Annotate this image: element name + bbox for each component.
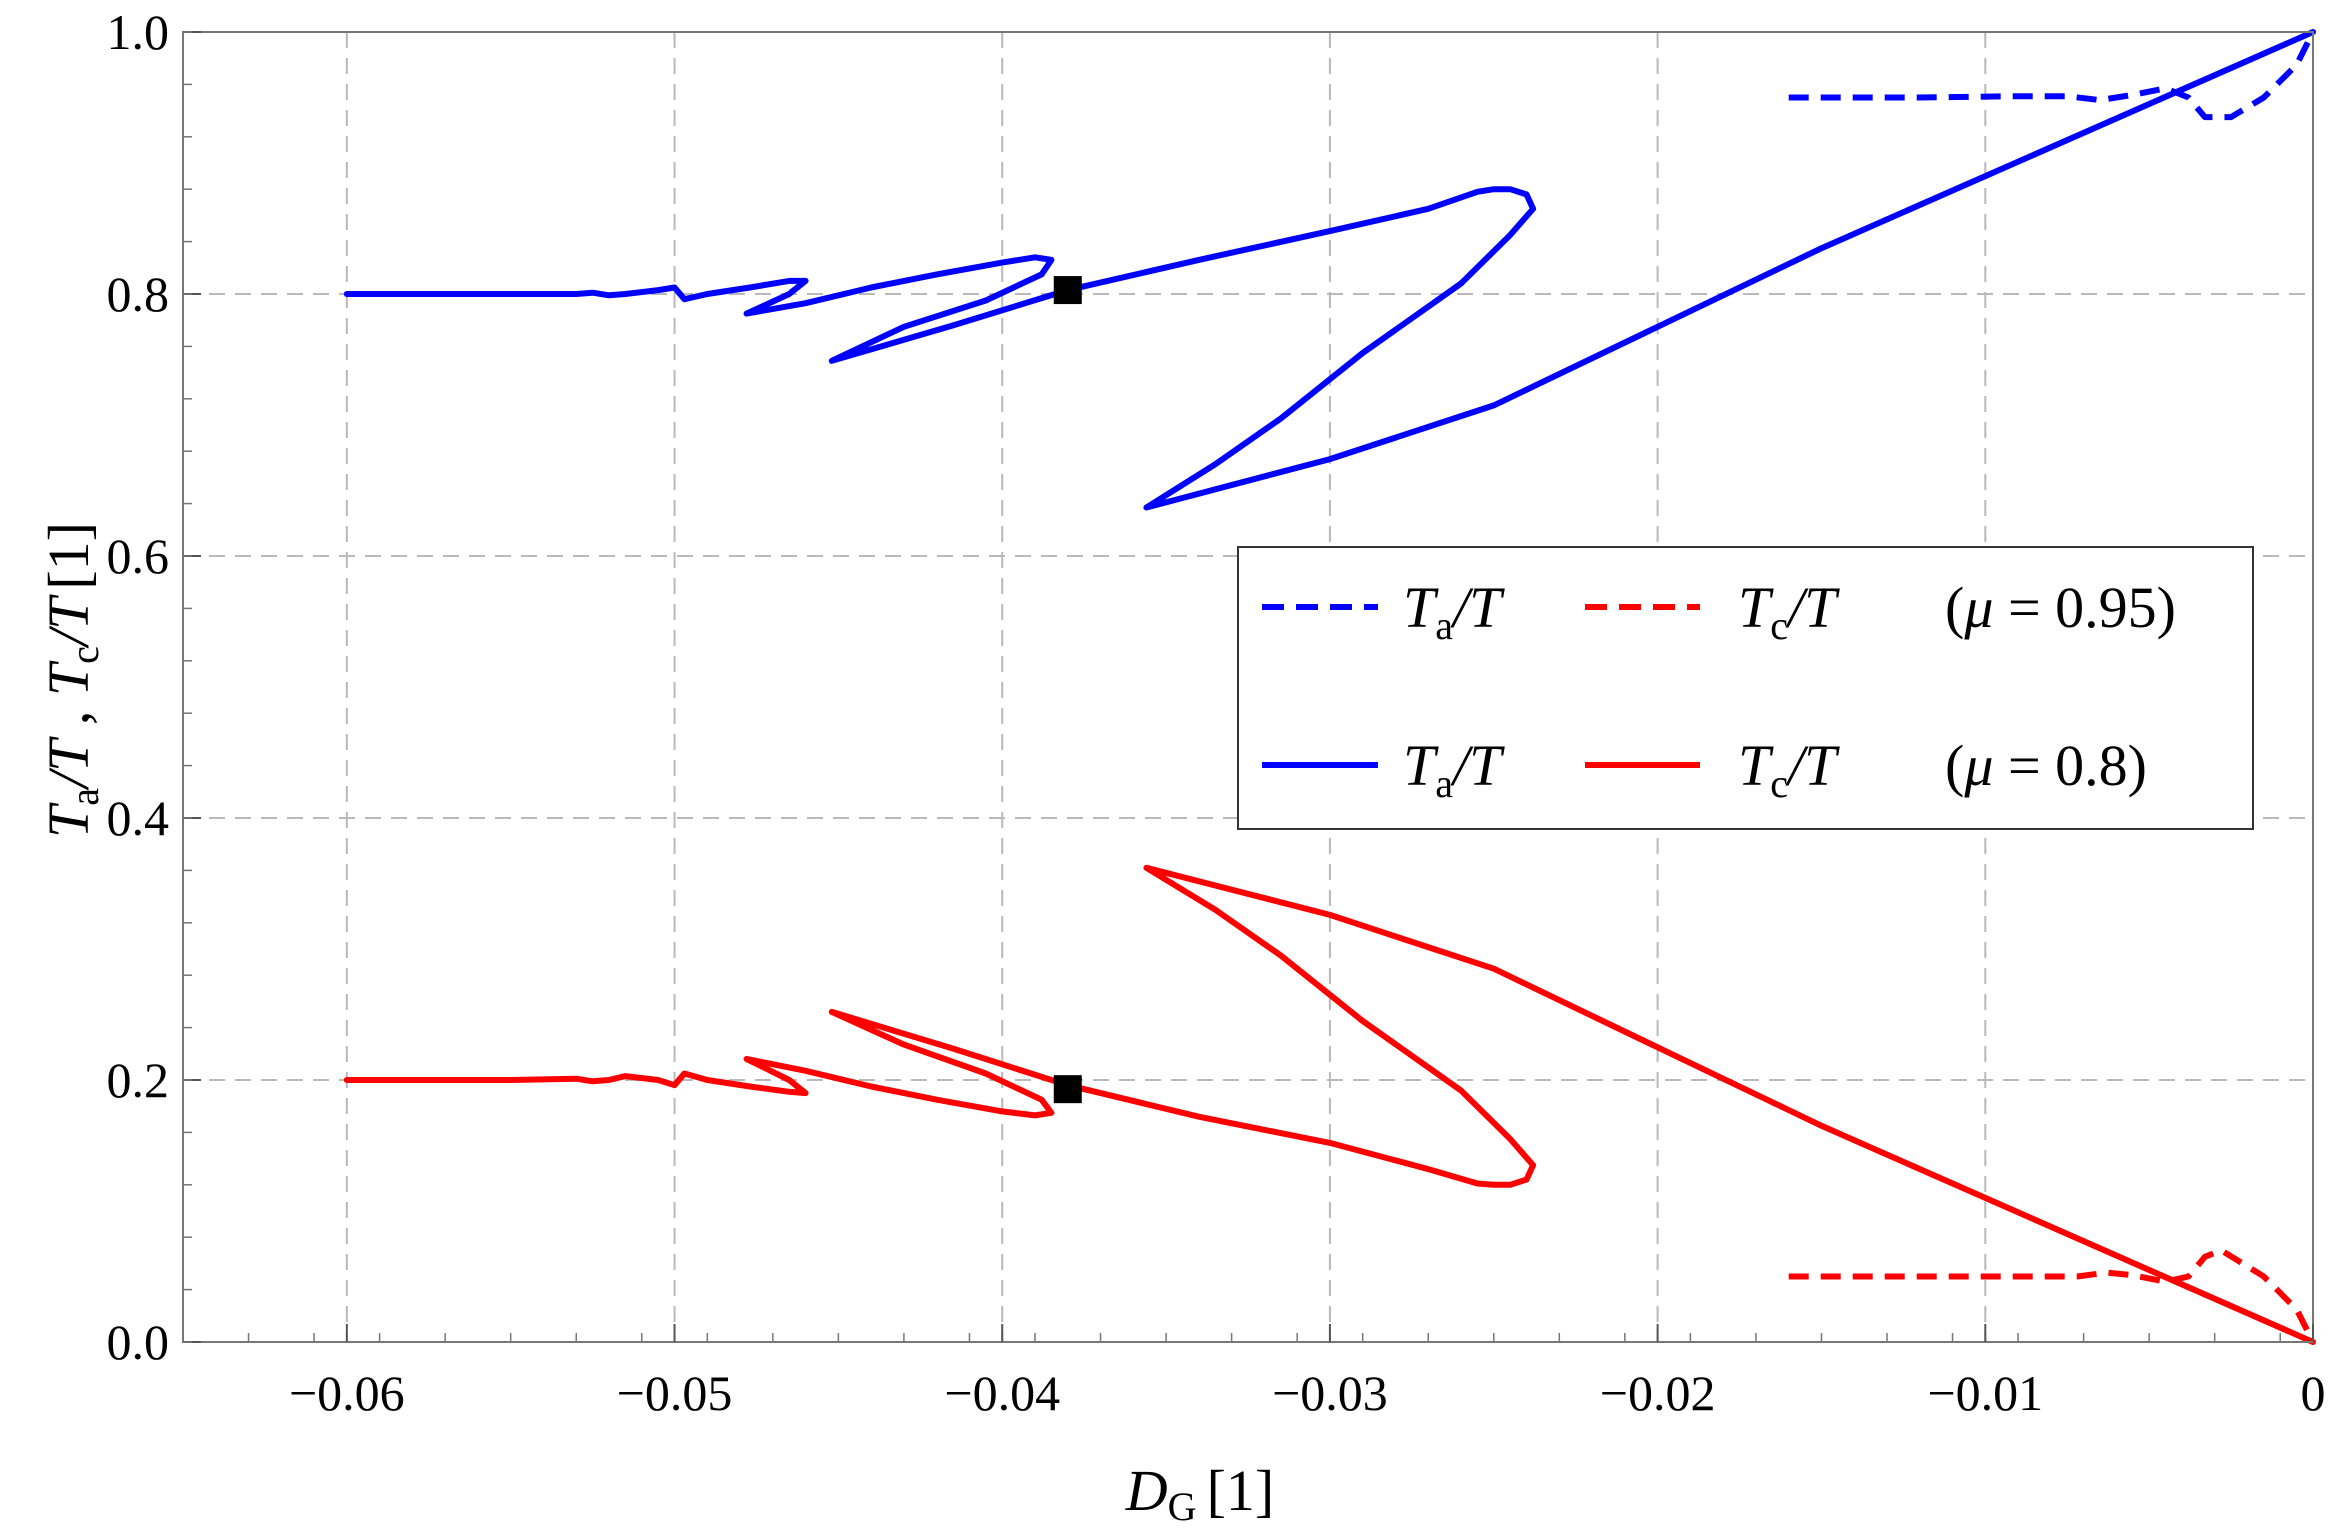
- x-tick-label: −0.03: [1272, 1365, 1388, 1421]
- legend-label-ta-dashed: Ta/T: [1403, 575, 1505, 648]
- x-tick-label: −0.02: [1600, 1365, 1716, 1421]
- y-tick-label: 0.0: [107, 1314, 170, 1370]
- series-line-Ta_mu08: [343, 29, 2316, 511]
- x-axis-title: DG [1]: [1125, 1458, 1274, 1529]
- x-tick-label: −0.05: [617, 1365, 733, 1421]
- series-line-Tc_mu095: [1788, 1247, 2316, 1344]
- series-line-Tc_mu08: [343, 864, 2316, 1345]
- y-tick-label: 1.0: [107, 4, 170, 60]
- y-tick-label: 0.6: [107, 528, 170, 584]
- legend: Ta/T Tc/T (μ = 0.95) Ta/T Tc/T (μ = 0.8): [1237, 546, 2254, 830]
- y-tick-label: 0.2: [107, 1052, 170, 1108]
- y-tick-label: 0.4: [107, 790, 170, 846]
- x-tick-label: −0.06: [289, 1365, 405, 1421]
- plot-frame: [182, 31, 2314, 1343]
- x-tick-label: −0.01: [1927, 1365, 2043, 1421]
- series-layer: [343, 29, 2316, 1345]
- series-line-Ta_mu095: [1788, 30, 2316, 121]
- tick-labels: −0.06 −0.05 −0.04 −0.03 −0.02 −0.01 0 0.0 0.2 0.4…: [107, 4, 2326, 1421]
- y-tick-label: 0.8: [107, 266, 170, 322]
- legend-label-tc-solid: Tc/T: [1738, 733, 1840, 806]
- legend-label-ta-solid: Ta/T: [1403, 733, 1505, 806]
- x-tick-label: −0.04: [944, 1365, 1060, 1421]
- legend-box: [1237, 546, 2254, 830]
- square-marker-2: [1053, 1075, 1082, 1104]
- legend-mu-08: (μ = 0.8): [1945, 733, 2147, 798]
- ticks: [182, 31, 2314, 1343]
- y-axis-title: Ta/T , Tc/T[1]: [36, 522, 107, 838]
- marker-layer: [1053, 276, 1082, 1104]
- legend-label-tc-dashed: Tc/T: [1738, 575, 1840, 648]
- square-marker-1: [1053, 276, 1082, 305]
- x-tick-label: 0: [2301, 1365, 2326, 1421]
- legend-mu-095: (μ = 0.95): [1945, 575, 2176, 640]
